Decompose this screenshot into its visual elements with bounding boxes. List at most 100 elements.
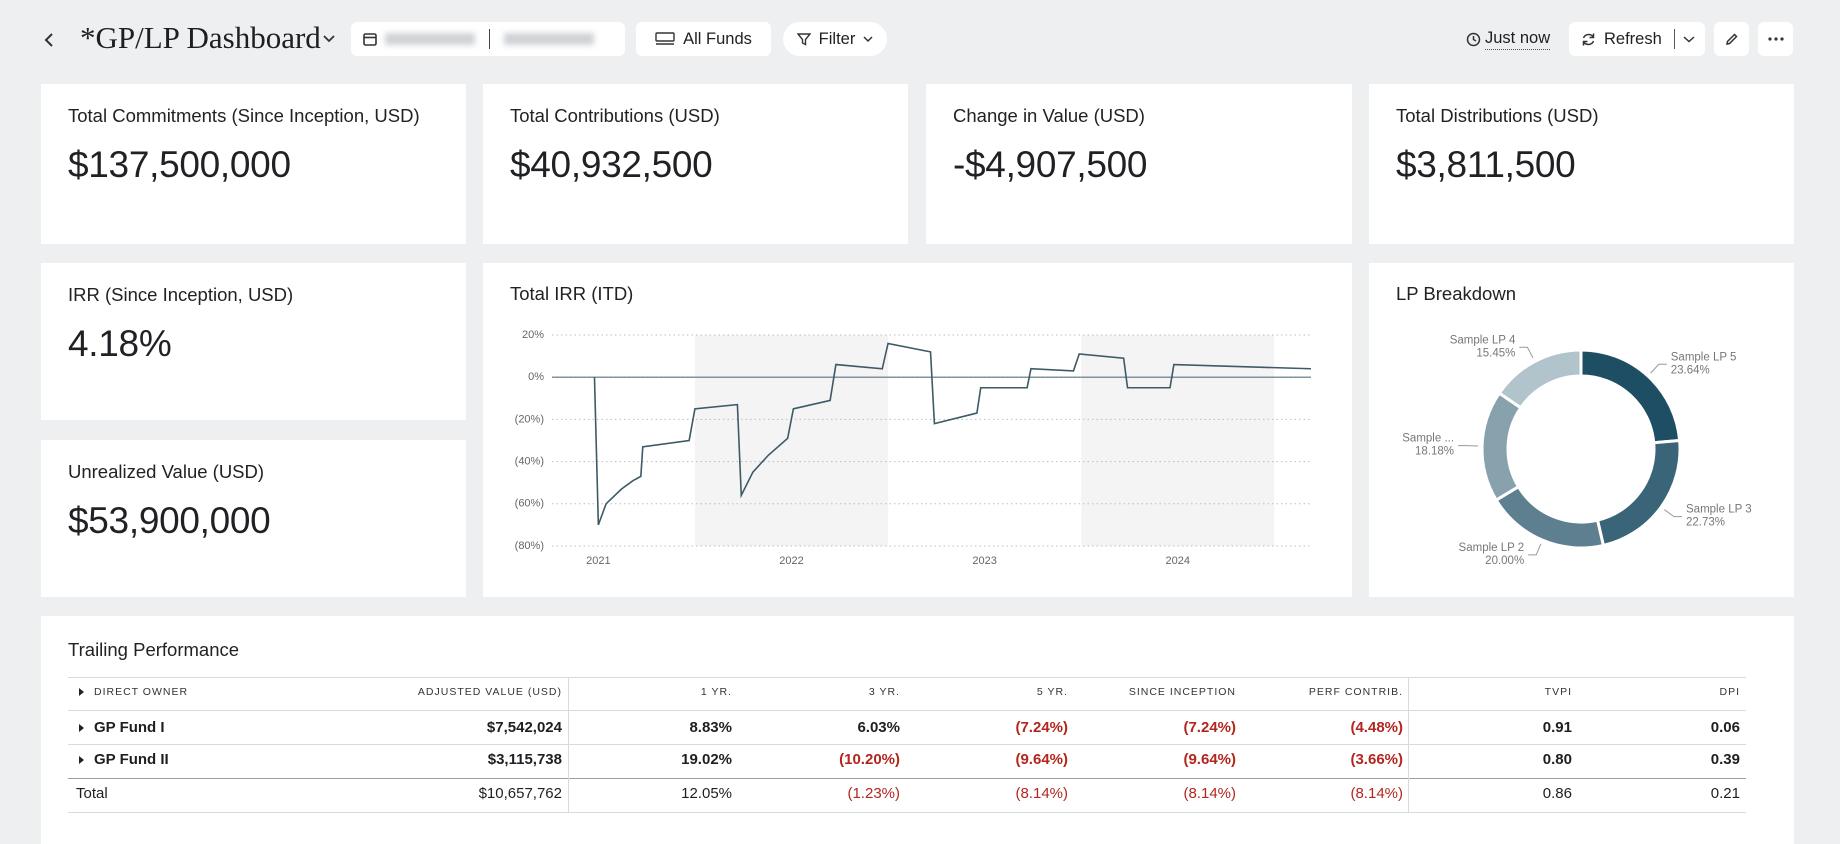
row-divider (68, 778, 1746, 779)
year-band (1081, 335, 1275, 546)
toggle-arrow (79, 724, 84, 732)
table-cell: (3.66%) (1350, 751, 1403, 768)
irr-chart: Total IRR (ITD) 20% 0% (20%) (40%) (60%) (80%… (510, 283, 1312, 567)
blurred-date (504, 33, 594, 45)
kpi-value: $53,900,000 (68, 500, 271, 541)
refresh-button[interactable]: Refresh (1569, 22, 1705, 56)
expand-toggle[interactable] (78, 755, 86, 765)
pie-slice (1480, 391, 1523, 503)
filter-chevron (863, 36, 873, 43)
dashboard-title[interactable]: *GP/LP Dashboard (80, 20, 321, 55)
kpi-card: Total Contributions (USD) $40,932,500 (483, 84, 908, 244)
last-updated[interactable]: Just now (1485, 29, 1551, 50)
toggle-arrow (79, 756, 84, 764)
back-button[interactable] (42, 32, 56, 48)
y-tick-label: (80%) (515, 540, 544, 552)
funds-label: All Funds (683, 29, 752, 48)
y-tick-label: 0% (528, 371, 544, 383)
table-cell: 0.06 (1710, 719, 1740, 736)
column-header: DIRECT OWNER (94, 686, 189, 698)
kpi-card: Unrealized Value (USD) $53,900,000 (41, 440, 466, 597)
kpi-value: 4.18% (68, 323, 172, 364)
year-band (694, 335, 889, 546)
kpi-card: Total Commitments (Since Inception, USD)… (41, 84, 466, 244)
kpi-value: $40,932,500 (510, 144, 713, 185)
table-cell: (10.20%) (839, 751, 900, 768)
column-header: 1 YR. (700, 686, 732, 698)
total-cell: (1.23%) (847, 785, 900, 802)
column-divider (1408, 677, 1409, 812)
kpi-card: Change in Value (USD) -$4,907,500 (926, 84, 1352, 244)
kpi-value: $137,500,000 (68, 144, 291, 185)
refresh-icon (1582, 33, 1595, 45)
expand-toggle[interactable] (78, 723, 86, 733)
column-header: SINCE INCEPTION (1128, 686, 1236, 698)
table-cell: (7.24%) (1183, 719, 1236, 736)
chart-title: Total IRR (ITD) (510, 283, 633, 304)
more-button[interactable] (1758, 22, 1793, 56)
date-separator (489, 29, 490, 49)
row-divider (68, 677, 1746, 678)
kpi-label: Total Commitments (Since Inception, USD) (68, 105, 420, 126)
slice-label: Sample LP 2 (1459, 542, 1525, 554)
x-tick-label: 2024 (1165, 555, 1189, 567)
refresh-dropdown[interactable] (1683, 35, 1695, 43)
kpi-card: Total Distributions (USD) $3,811,500 (1369, 84, 1794, 244)
table-cell: (7.24%) (1015, 719, 1068, 736)
pie-slice (1497, 348, 1583, 410)
kpi-label: Change in Value (USD) (953, 105, 1145, 126)
x-tick-label: 2022 (779, 555, 803, 567)
calendar-icon (363, 33, 377, 46)
table-cell: 6.03% (857, 719, 900, 736)
total-cell: 12.05% (681, 785, 732, 802)
total-cell: (8.14%) (1183, 785, 1236, 802)
title-dropdown[interactable] (322, 34, 336, 44)
refresh-label: Refresh (1604, 29, 1662, 48)
filter-button[interactable]: Filter (783, 22, 887, 56)
column-header: ADJUSTED VALUE (USD) (417, 686, 562, 698)
more-icon (1767, 37, 1784, 41)
column-header: DPI (1719, 686, 1740, 698)
row-label: GP Fund II (94, 751, 169, 768)
table-cell: 8.83% (689, 719, 732, 736)
pie-slice (1595, 438, 1682, 548)
row-divider (68, 812, 1746, 813)
table-title: Trailing Performance (68, 639, 240, 660)
total-cell: $10,657,762 (478, 785, 562, 802)
filter-label: Filter (818, 29, 856, 48)
pie-slice (1494, 484, 1606, 550)
total-label: Total (76, 785, 108, 802)
kpi-label: Unrealized Value (USD) (68, 461, 265, 482)
table-cell: 0.39 (1710, 751, 1740, 768)
column-header: TVPI (1544, 686, 1572, 698)
slice-label: Sample LP 5 (1671, 351, 1737, 363)
slice-value: 18.18% (1415, 446, 1454, 458)
table-cell: $3,115,738 (487, 751, 562, 768)
table-card: Trailing Performance DIRECT OWNER ADJUSTE… (41, 616, 1794, 844)
total-cell: 0.86 (1542, 785, 1572, 802)
leader-line (1650, 363, 1667, 374)
slice-label: Sample LP 4 (1450, 334, 1516, 346)
total-cell: (8.14%) (1350, 785, 1403, 802)
lp-chart: LP Breakdown Sample LP 523.64% Sample LP … (1396, 283, 1752, 567)
lp-card: LP Breakdown Sample LP 5 23.64% Sample LP … (1369, 263, 1794, 597)
edit-icon (1725, 33, 1738, 45)
expand-toggle[interactable] (78, 687, 86, 697)
toggle-arrow (79, 688, 84, 696)
date-range[interactable] (351, 22, 625, 56)
row-divider (68, 744, 1746, 745)
clock-icon (1466, 32, 1481, 47)
slice-label: Sample ... (1402, 433, 1454, 445)
slice-label: Sample LP 3 (1686, 504, 1752, 516)
row-divider (68, 710, 1746, 711)
irr-line (593, 342, 1312, 526)
slice-value: 23.64% (1671, 364, 1710, 376)
funds-button[interactable]: All Funds (636, 22, 771, 56)
edit-button[interactable] (1714, 22, 1749, 56)
x-tick-label: 2021 (586, 555, 610, 567)
leader-line (1664, 509, 1683, 518)
total-cell: (8.14%) (1015, 785, 1068, 802)
row-label: GP Fund I (94, 719, 165, 736)
column-header: 5 YR. (1036, 686, 1068, 698)
blurred-date (385, 33, 475, 45)
